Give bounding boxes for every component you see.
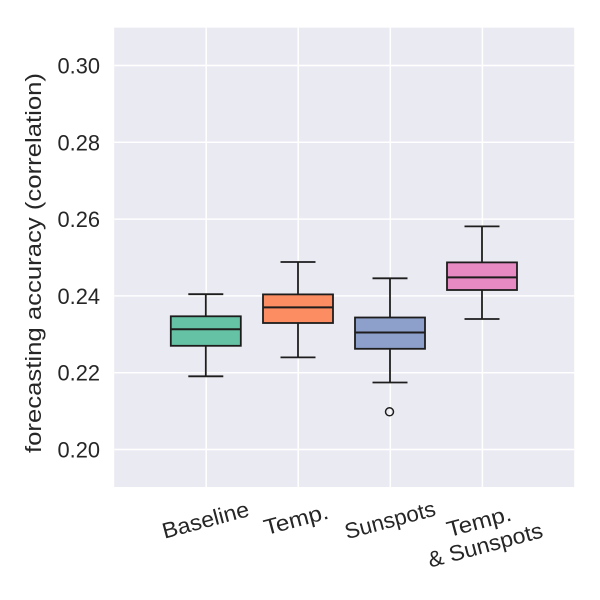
svg-text:forecasting accuracy (correlat: forecasting accuracy (correlation): [21, 73, 46, 453]
svg-text:0.22: 0.22: [58, 361, 101, 386]
svg-text:Temp.: Temp.: [261, 499, 331, 540]
svg-text:0.28: 0.28: [58, 130, 101, 155]
svg-text:Sunspots: Sunspots: [342, 496, 438, 544]
svg-text:0.24: 0.24: [58, 284, 101, 309]
svg-text:Baseline: Baseline: [159, 496, 251, 543]
svg-text:0.30: 0.30: [58, 54, 101, 79]
svg-text:0.26: 0.26: [58, 207, 101, 232]
svg-text:0.20: 0.20: [58, 438, 101, 463]
